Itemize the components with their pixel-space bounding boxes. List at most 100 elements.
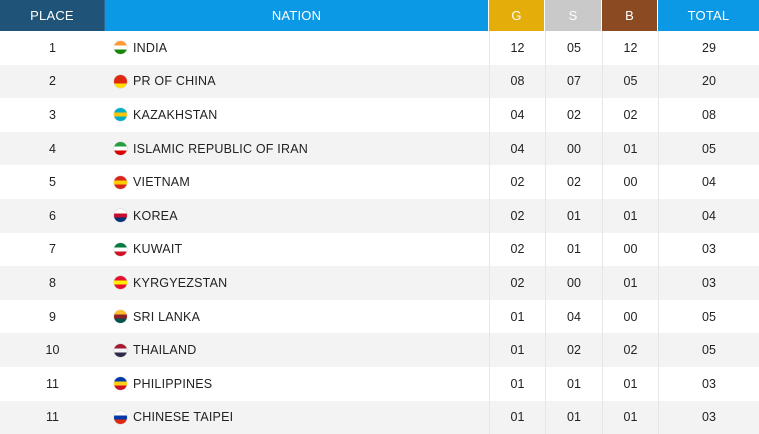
total-count: 04 [658,198,759,233]
nation-cell: KOREA [105,199,489,233]
place-cell: 10 [45,343,60,358]
gold-count: 01 [489,366,545,401]
gold-count: 02 [489,198,545,233]
nation-name: KOREA [133,208,178,223]
table-row: 5 VIETNAM 02 02 00 04 [0,165,759,199]
table-row: 11 CHINESE TAIPEI 01 01 01 03 [0,400,759,434]
table-row: 11 PHILIPPINES 01 01 01 03 [0,366,759,401]
total-count: 05 [658,131,759,166]
table-row: 1 INDIA 12 05 12 29 [0,31,759,65]
silver-count: 02 [545,98,602,132]
gold-count: 08 [489,64,545,99]
header-place[interactable]: PLACE [0,0,105,31]
silver-count: 01 [545,198,602,233]
nation-name: VIETNAM [133,175,190,190]
silver-count: 00 [545,266,602,300]
silver-count: 01 [545,366,602,401]
silver-count: 02 [545,165,602,199]
bronze-count: 01 [602,198,658,233]
gold-count: 04 [489,131,545,166]
vietnam-flag-icon [114,175,127,189]
nation-name: SRI LANKA [133,309,201,324]
nation-name: PHILIPPINES [133,376,213,391]
total-count: 03 [658,400,759,434]
total-count: 03 [658,266,759,300]
nation-name: INDIA [133,40,168,55]
korea-flag-icon [114,209,127,223]
sri-lanka-flag-icon [114,310,127,324]
place-cell: 4 [49,141,56,156]
place-cell: 5 [49,175,56,190]
bronze-count: 02 [602,333,658,367]
nation-cell: CHINESE TAIPEI [105,401,489,434]
total-count: 03 [658,366,759,401]
nation-name: CHINESE TAIPEI [133,410,234,425]
place-cell: 6 [49,208,56,223]
total-count: 08 [658,98,759,132]
header-bronze[interactable]: B [602,0,658,31]
gold-count: 01 [489,333,545,367]
header-silver[interactable]: S [545,0,602,31]
nation-cell: ISLAMIC REPUBLIC OF IRAN [105,132,489,166]
place-cell: 1 [49,40,56,55]
table-row: 7 KUWAIT 02 01 00 03 [0,232,759,267]
gold-count: 12 [489,31,545,65]
gold-count: 02 [489,165,545,199]
bronze-count: 00 [602,232,658,267]
silver-count: 04 [545,299,602,334]
kyrgyzstan-flag-icon [114,276,127,290]
nation-cell: VIETNAM [105,165,489,199]
place-cell: 7 [49,242,56,257]
bronze-count: 12 [602,31,658,65]
kuwait-flag-icon [114,242,127,256]
silver-count: 00 [545,131,602,166]
silver-count: 07 [545,64,602,99]
total-count: 04 [658,165,759,199]
india-flag-icon [114,41,127,55]
bronze-count: 05 [602,64,658,99]
total-count: 05 [658,299,759,334]
table-row: 6 KOREA 02 01 01 04 [0,198,759,233]
header-total[interactable]: TOTAL [658,0,759,31]
nation-name: KUWAIT [133,242,183,257]
place-cell: 9 [49,309,56,324]
nation-name: PR OF CHINA [133,74,216,89]
gold-count: 04 [489,98,545,132]
table-header: PLACE NATION G S B TOTAL [0,0,759,31]
nation-name: THAILAND [133,343,197,358]
kazakhstan-flag-icon [114,108,127,122]
table-row: 4 ISLAMIC REPUBLIC OF IRAN 04 00 01 05 [0,131,759,166]
nation-cell: PHILIPPINES [105,367,489,401]
table-body: 1 INDIA 12 05 12 29 2 PR OF CHINA 08 07 05 20 3 KAZAK… [0,31,759,434]
place-cell: 11 [46,410,59,425]
table-row: 8 KYRGYEZSTAN 02 00 01 03 [0,266,759,300]
gold-count: 01 [489,400,545,434]
bronze-count: 01 [602,400,658,434]
bronze-count: 01 [602,266,658,300]
nation-cell: KYRGYEZSTAN [105,266,489,300]
bronze-count: 00 [602,299,658,334]
nation-name: KYRGYEZSTAN [133,275,228,290]
table-row: 9 SRI LANKA 01 04 00 05 [0,299,759,334]
iran-flag-icon [114,142,127,156]
philippines-flag-icon [114,377,127,391]
bronze-count: 01 [602,131,658,166]
nation-cell: THAILAND [105,333,489,367]
table-row: 3 KAZAKHSTAN 04 02 02 08 [0,98,759,132]
silver-count: 01 [545,232,602,267]
china-flag-icon [114,74,127,88]
place-cell: 2 [49,74,56,89]
place-cell: 3 [49,107,56,122]
total-count: 20 [658,64,759,99]
nation-cell: KAZAKHSTAN [105,98,489,132]
header-nation[interactable]: NATION [105,0,489,31]
nation-name: KAZAKHSTAN [133,107,218,122]
gold-count: 02 [489,266,545,300]
nation-cell: PR OF CHINA [105,65,489,99]
table-row: 10 THAILAND 01 02 02 05 [0,333,759,367]
gold-count: 02 [489,232,545,267]
header-gold[interactable]: G [489,0,545,31]
silver-count: 05 [545,31,602,65]
silver-count: 02 [545,333,602,367]
